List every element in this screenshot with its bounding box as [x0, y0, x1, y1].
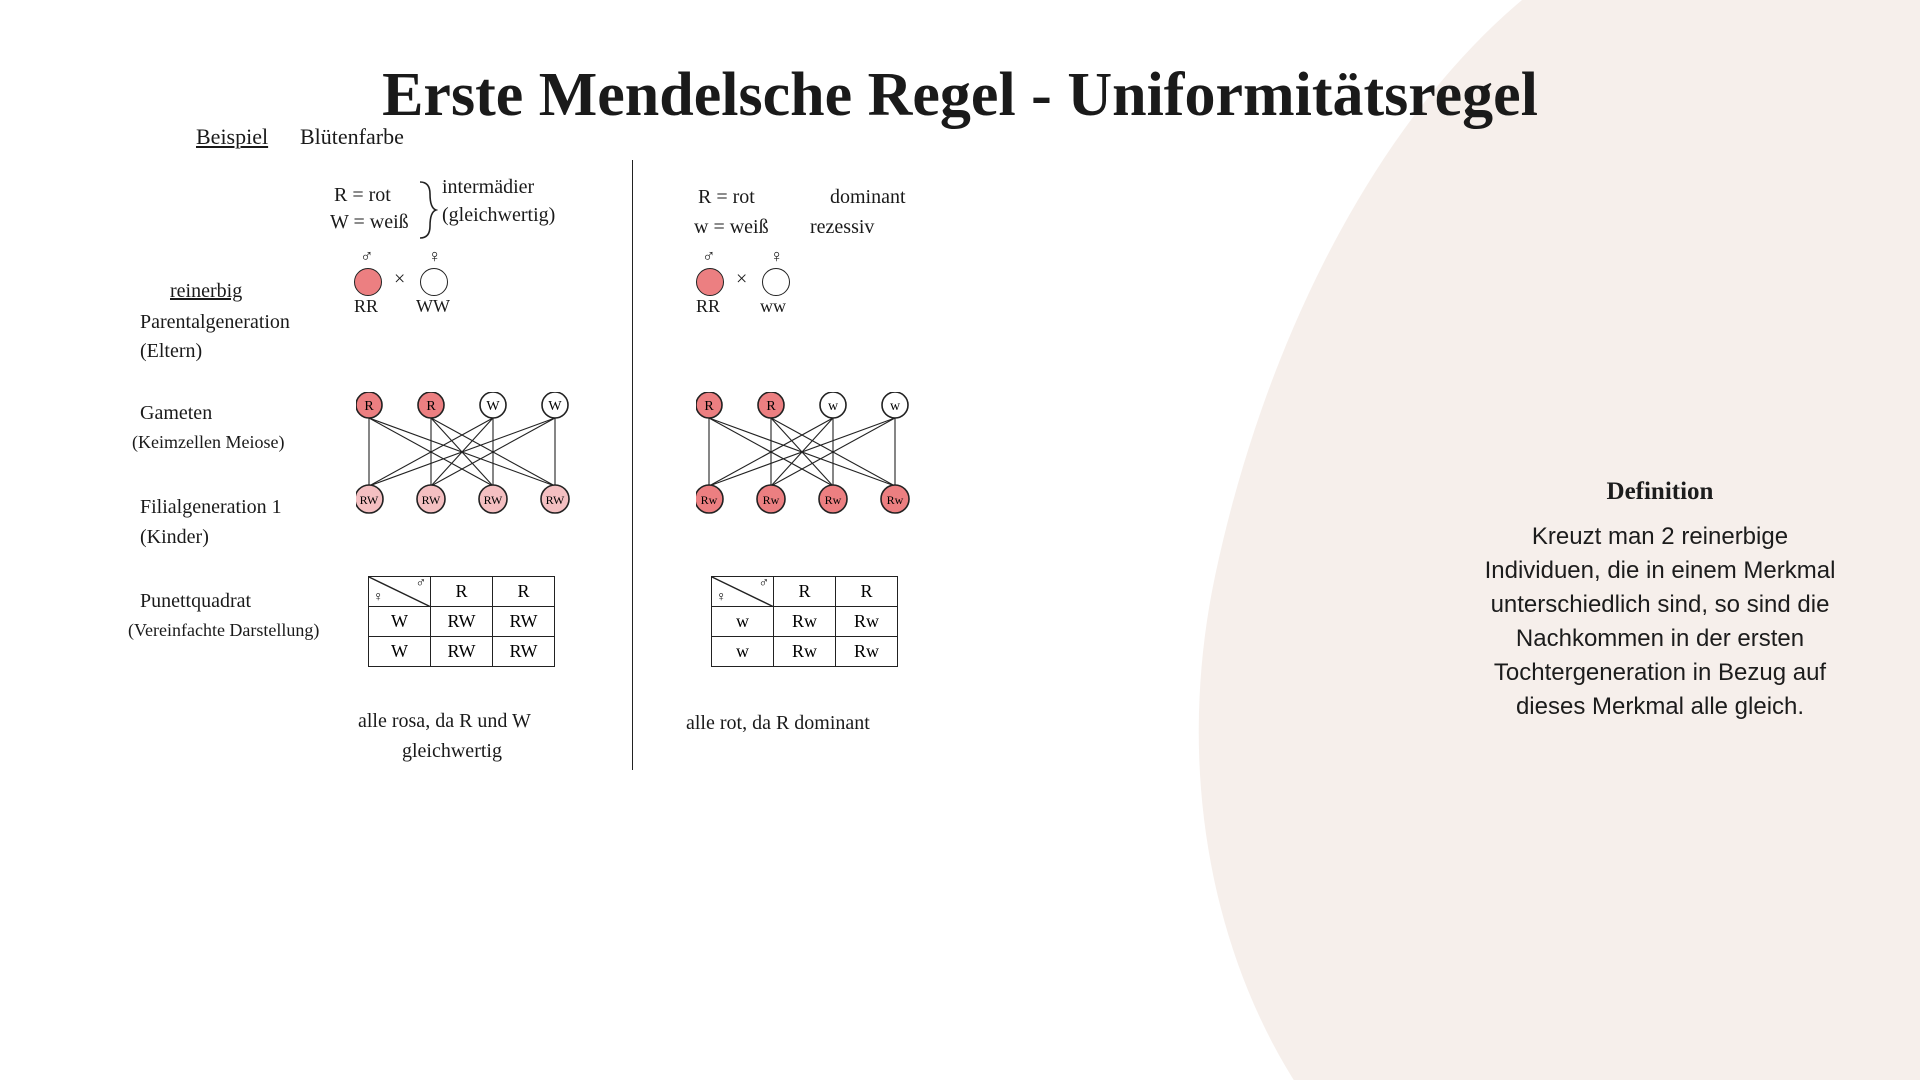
right-female-icon: ♀ [770, 246, 784, 267]
vertical-divider [632, 160, 633, 770]
left-result-1: alle rosa, da R und W [358, 710, 531, 733]
right-punnett-table: ♀ ♂ RR wRwRw wRwRw [711, 576, 898, 667]
svg-text:R: R [364, 399, 374, 414]
label-kinder: (Kinder) [140, 526, 209, 549]
right-cross-x: × [736, 268, 747, 291]
right-legend-R: R = rot [698, 186, 755, 209]
right-parent-white [762, 268, 790, 296]
svg-text:RW: RW [546, 493, 565, 507]
left-parent-white [420, 268, 448, 296]
svg-text:RW: RW [422, 493, 441, 507]
right-result: alle rot, da R dominant [686, 712, 870, 735]
label-beispiel: Beispiel [196, 124, 268, 150]
left-cross-diagram: RRWWRWRWRWRW [356, 392, 576, 516]
svg-text:w: w [828, 399, 839, 414]
definition-title: Definition [1480, 478, 1840, 506]
left-legend-R: R = rot [334, 184, 391, 207]
left-brace-icon [416, 180, 438, 240]
svg-text:Rw: Rw [887, 493, 904, 507]
svg-text:Rw: Rw [701, 493, 718, 507]
left-legend-note1: intermädier [442, 176, 534, 199]
label-keimzellen: (Keimzellen Meiose) [132, 432, 284, 453]
svg-text:R: R [766, 399, 776, 414]
label-gameten: Gameten [140, 402, 212, 425]
left-parent-red [354, 268, 382, 296]
svg-text:RW: RW [484, 493, 503, 507]
left-female-icon: ♀ [428, 246, 442, 267]
label-eltern: (Eltern) [140, 340, 202, 363]
left-cross-x: × [394, 268, 405, 291]
svg-text:R: R [704, 399, 714, 414]
right-parent1-geno: RR [696, 296, 720, 317]
label-punnett: Punettquadrat [140, 590, 251, 613]
page-title: Erste Mendelsche Regel - Uniformitätsreg… [0, 60, 1920, 131]
label-bluetenfarbe: Blütenfarbe [300, 124, 404, 150]
right-parent2-geno: ww [760, 296, 786, 317]
right-legend-w: w = weiß [694, 216, 769, 239]
svg-text:RW: RW [360, 493, 379, 507]
svg-text:w: w [890, 399, 901, 414]
left-parent1-geno: RR [354, 296, 378, 317]
svg-text:R: R [426, 399, 436, 414]
left-legend-note2: (gleichwertig) [442, 204, 555, 227]
definition-body: Kreuzt man 2 reinerbige Individuen, die … [1480, 520, 1840, 724]
left-male-icon: ♂ [360, 246, 374, 267]
svg-text:Rw: Rw [825, 493, 842, 507]
right-legend-dom: dominant [830, 186, 906, 209]
label-punnett-sub: (Vereinfachte Darstellung) [128, 620, 319, 641]
svg-text:Rw: Rw [763, 493, 780, 507]
right-cross-diagram: R Rw w Rw Rw Rw Rw [696, 392, 916, 516]
label-filial: Filialgeneration 1 [140, 496, 282, 519]
label-parental: Parentalgeneration [140, 311, 290, 334]
right-legend-rez: rezessiv [810, 216, 874, 239]
definition-box: Definition Kreuzt man 2 reinerbige Indiv… [1480, 478, 1840, 724]
left-legend-W: W = weiß [330, 211, 409, 234]
right-male-icon: ♂ [702, 246, 716, 267]
left-parent2-geno: WW [416, 296, 450, 317]
right-parent-red [696, 268, 724, 296]
svg-text:W: W [486, 399, 500, 414]
svg-text:W: W [548, 399, 562, 414]
left-punnett-table: ♀ ♂ RR WRWRW WRWRW [368, 576, 555, 667]
label-reinerbig: reinerbig [170, 280, 242, 303]
left-result-2: gleichwertig [402, 740, 502, 763]
